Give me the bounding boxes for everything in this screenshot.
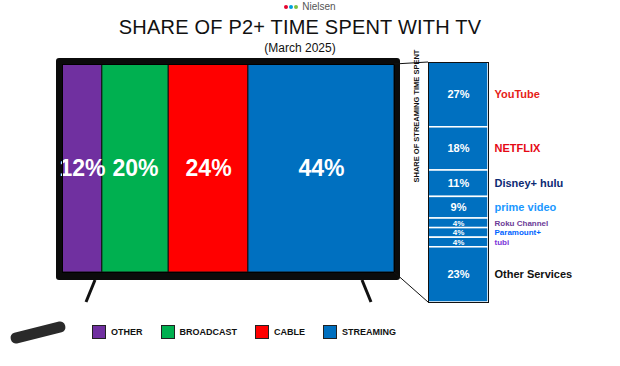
html-text:CABLE: CABLE [274, 327, 305, 337]
html-text:OTHER: OTHER [111, 327, 143, 337]
svg-text:Roku Channel: Roku Channel [495, 219, 549, 228]
svg-text:Other Services: Other Services [495, 268, 573, 280]
html-text:Nielsen: Nielsen [299, 1, 336, 12]
svg-text:12%: 12% [59, 155, 105, 181]
svg-text:SHARE OF STREAMING TIME SPENT: SHARE OF STREAMING TIME SPENT [412, 49, 421, 182]
svg-text:tubi: tubi [495, 238, 510, 247]
svg-text:11%: 11% [448, 177, 470, 189]
svg-text:44%: 44% [298, 155, 344, 181]
svg-text:23%: 23% [447, 268, 469, 280]
svg-text:YouTube: YouTube [495, 88, 540, 100]
html-text:SHARE OF P2+ TIME SPENT WITH T: SHARE OF P2+ TIME SPENT WITH TV [118, 16, 482, 38]
svg-text:24%: 24% [186, 155, 232, 181]
svg-text:4%: 4% [453, 238, 465, 247]
svg-text:4%: 4% [453, 228, 465, 237]
html-text:BROADCAST: BROADCAST [179, 327, 237, 337]
svg-text:prime video: prime video [495, 201, 557, 213]
svg-text:18%: 18% [447, 142, 469, 154]
html-text:STREAMING: STREAMING [342, 327, 396, 337]
svg-text:9%: 9% [451, 201, 467, 213]
svg-text:Disney+ hulu: Disney+ hulu [495, 177, 564, 189]
svg-text:20%: 20% [113, 155, 159, 181]
svg-text:NETFLIX: NETFLIX [495, 142, 541, 154]
html-text:(March 2025): (March 2025) [264, 41, 336, 55]
svg-text:4%: 4% [453, 219, 465, 228]
svg-text:27%: 27% [447, 88, 469, 100]
svg-text:Paramount+: Paramount+ [495, 228, 542, 237]
